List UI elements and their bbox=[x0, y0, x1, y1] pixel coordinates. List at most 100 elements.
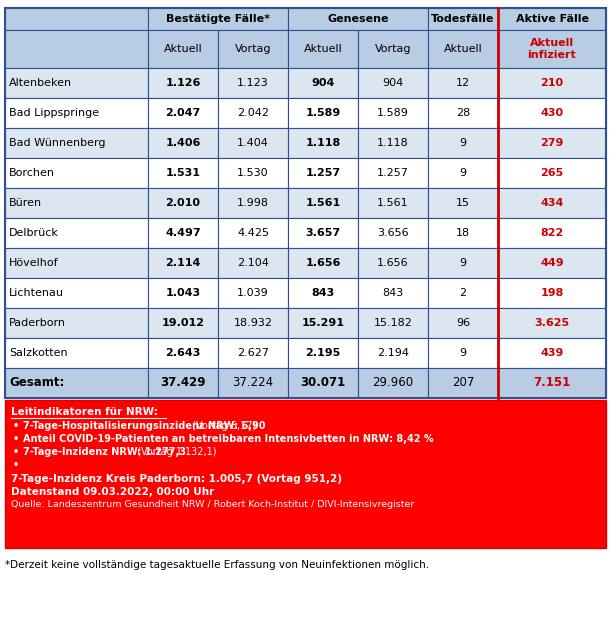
Bar bbox=[148, 338, 218, 368]
Text: 1.039: 1.039 bbox=[237, 288, 269, 298]
Bar bbox=[358, 98, 428, 128]
Text: Anteil COVID-19-Patienten an betreibbaren Intensivbetten in NRW: 8,42 %: Anteil COVID-19-Patienten an betreibbare… bbox=[23, 434, 434, 444]
Text: 7-Tage-Inzidenz Kreis Paderborn: 1.005,7 (Vortag 951,2): 7-Tage-Inzidenz Kreis Paderborn: 1.005,7… bbox=[11, 474, 342, 484]
Text: 2.195: 2.195 bbox=[306, 348, 340, 358]
Text: Lichtenau: Lichtenau bbox=[9, 288, 64, 298]
Text: Paderborn: Paderborn bbox=[9, 318, 66, 328]
Bar bbox=[498, 308, 606, 338]
Bar bbox=[5, 278, 148, 308]
Text: 1.257: 1.257 bbox=[377, 168, 409, 178]
Text: 207: 207 bbox=[452, 377, 474, 389]
Text: Aktive Fälle: Aktive Fälle bbox=[516, 14, 588, 24]
Bar bbox=[288, 278, 358, 308]
Text: 1.530: 1.530 bbox=[237, 168, 269, 178]
Bar bbox=[498, 30, 606, 68]
Text: Bestätigte Fälle*: Bestätigte Fälle* bbox=[166, 14, 270, 24]
Text: 2: 2 bbox=[459, 288, 467, 298]
Text: 1.043: 1.043 bbox=[166, 288, 200, 298]
Text: 37.224: 37.224 bbox=[232, 377, 274, 389]
Text: 279: 279 bbox=[540, 138, 564, 148]
Text: 3.656: 3.656 bbox=[377, 228, 409, 238]
Text: •: • bbox=[13, 460, 19, 470]
Text: 18.932: 18.932 bbox=[233, 318, 273, 328]
Text: Delbrück: Delbrück bbox=[9, 228, 59, 238]
Text: *Derzeit keine vollständige tagesaktuelle Erfassung von Neuinfektionen möglich.: *Derzeit keine vollständige tagesaktuell… bbox=[5, 560, 429, 570]
Text: 12: 12 bbox=[456, 78, 470, 88]
Text: 2.042: 2.042 bbox=[237, 108, 269, 118]
Bar bbox=[498, 68, 606, 98]
Bar bbox=[288, 68, 358, 98]
Bar bbox=[288, 128, 358, 158]
Bar bbox=[498, 98, 606, 128]
Bar bbox=[5, 68, 148, 98]
Text: 9: 9 bbox=[459, 348, 467, 358]
Bar bbox=[5, 30, 148, 68]
Text: 434: 434 bbox=[540, 198, 564, 208]
Text: 3.625: 3.625 bbox=[535, 318, 569, 328]
Text: Genesene: Genesene bbox=[327, 14, 389, 24]
Text: 1.589: 1.589 bbox=[306, 108, 340, 118]
Bar bbox=[218, 278, 288, 308]
Bar bbox=[5, 8, 148, 30]
Bar bbox=[5, 218, 148, 248]
Bar bbox=[148, 128, 218, 158]
Text: 4.497: 4.497 bbox=[165, 228, 201, 238]
Bar bbox=[148, 188, 218, 218]
Text: Büren: Büren bbox=[9, 198, 42, 208]
Bar bbox=[498, 278, 606, 308]
Bar bbox=[428, 98, 498, 128]
Text: Altenbeken: Altenbeken bbox=[9, 78, 72, 88]
Text: 4.425: 4.425 bbox=[237, 228, 269, 238]
Text: 1.406: 1.406 bbox=[166, 138, 200, 148]
Text: 439: 439 bbox=[540, 348, 564, 358]
Text: 2.643: 2.643 bbox=[166, 348, 200, 358]
Bar bbox=[218, 218, 288, 248]
Text: 1.561: 1.561 bbox=[306, 198, 340, 208]
Text: Gesamt:: Gesamt: bbox=[9, 377, 64, 389]
Text: Aktuell: Aktuell bbox=[164, 44, 202, 54]
Bar bbox=[148, 8, 288, 30]
Text: •: • bbox=[13, 447, 19, 457]
Text: 1.123: 1.123 bbox=[237, 78, 269, 88]
Text: 96: 96 bbox=[456, 318, 470, 328]
Text: (Vortag 1.132,1): (Vortag 1.132,1) bbox=[134, 447, 216, 457]
Text: 822: 822 bbox=[540, 228, 563, 238]
Bar bbox=[428, 68, 498, 98]
Bar bbox=[428, 248, 498, 278]
Bar bbox=[428, 8, 498, 30]
Bar bbox=[428, 188, 498, 218]
Text: 1.118: 1.118 bbox=[377, 138, 409, 148]
Text: 2.114: 2.114 bbox=[166, 258, 200, 268]
Text: 843: 843 bbox=[312, 288, 335, 298]
Text: Vortag: Vortag bbox=[235, 44, 271, 54]
Text: 1.589: 1.589 bbox=[377, 108, 409, 118]
Text: 1.998: 1.998 bbox=[237, 198, 269, 208]
Text: 1.126: 1.126 bbox=[166, 78, 200, 88]
Bar bbox=[218, 128, 288, 158]
Bar bbox=[358, 338, 428, 368]
Bar bbox=[498, 8, 606, 30]
Bar bbox=[5, 8, 606, 398]
Bar bbox=[218, 30, 288, 68]
Bar bbox=[428, 308, 498, 338]
Text: Bad Lippspringe: Bad Lippspringe bbox=[9, 108, 99, 118]
Bar bbox=[288, 30, 358, 68]
Text: 198: 198 bbox=[540, 288, 564, 298]
Text: 430: 430 bbox=[541, 108, 563, 118]
Text: 2.104: 2.104 bbox=[237, 258, 269, 268]
Text: Aktuell: Aktuell bbox=[304, 44, 342, 54]
Bar bbox=[218, 308, 288, 338]
Text: •: • bbox=[13, 434, 19, 444]
Bar bbox=[218, 68, 288, 98]
Bar bbox=[218, 188, 288, 218]
Text: 1.257: 1.257 bbox=[306, 168, 340, 178]
Bar bbox=[5, 98, 148, 128]
Text: Todesfälle: Todesfälle bbox=[431, 14, 495, 24]
Text: (Vortag 6,17): (Vortag 6,17) bbox=[189, 421, 256, 431]
Text: 1.561: 1.561 bbox=[377, 198, 409, 208]
Bar bbox=[428, 278, 498, 308]
Text: 3.657: 3.657 bbox=[306, 228, 340, 238]
Bar bbox=[288, 368, 358, 398]
Text: Vortag: Vortag bbox=[375, 44, 411, 54]
Bar bbox=[5, 400, 606, 548]
